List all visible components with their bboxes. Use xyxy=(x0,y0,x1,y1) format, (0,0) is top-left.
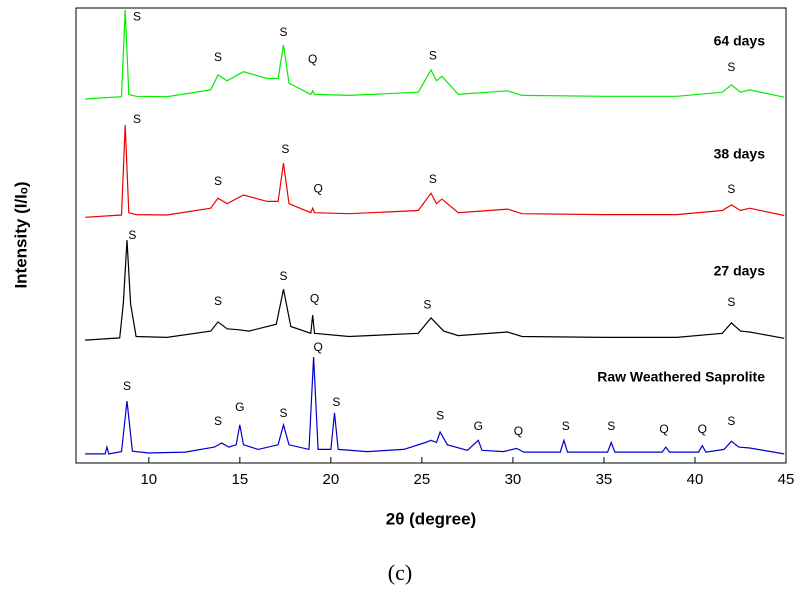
x-tick-label: 45 xyxy=(778,471,795,488)
peak-label: S xyxy=(214,50,222,64)
xrd-trace xyxy=(85,9,785,100)
peak-label: S xyxy=(214,174,222,188)
x-tick-label: 40 xyxy=(687,471,704,488)
peak-label: S xyxy=(423,297,431,311)
x-axis-label: 2θ (degree) xyxy=(386,509,476,528)
peak-label: S xyxy=(727,295,735,309)
peak-label: Q xyxy=(310,291,319,305)
peak-label: S xyxy=(281,142,289,156)
series-label: 64 days xyxy=(714,33,766,49)
peak-label: S xyxy=(280,25,288,39)
xrd-trace xyxy=(85,124,785,218)
x-tick-label: 10 xyxy=(140,471,157,488)
xrd-trace xyxy=(85,240,785,341)
peak-label: S xyxy=(562,419,570,433)
y-axis-label: Intensity (I/Iₒ) xyxy=(11,181,30,288)
peak-label: S xyxy=(436,408,444,422)
peak-label: G xyxy=(235,400,244,414)
x-tick-label: 20 xyxy=(323,471,340,488)
peak-label: S xyxy=(727,182,735,196)
series-label: 38 days xyxy=(714,146,766,162)
peak-label: S xyxy=(429,48,437,62)
peak-label: S xyxy=(607,419,615,433)
peak-label: S xyxy=(123,379,131,393)
x-tick-label: 35 xyxy=(596,471,613,488)
peak-label: Q xyxy=(514,424,523,438)
plot-frame xyxy=(75,7,787,464)
peak-label: S xyxy=(133,112,141,126)
x-tick-label: 15 xyxy=(232,471,249,488)
xrd-trace xyxy=(85,356,785,455)
peak-label: S xyxy=(280,406,288,420)
x-tick-label: 25 xyxy=(414,471,431,488)
series-label: 27 days xyxy=(714,263,766,279)
peak-label: S xyxy=(214,294,222,308)
peak-label: Q xyxy=(313,181,322,195)
peak-label: S xyxy=(214,414,222,428)
series-label: Raw Weathered Saprolite xyxy=(597,369,765,385)
x-tick-label: 30 xyxy=(505,471,522,488)
peak-label: S xyxy=(332,395,340,409)
peak-label: Q xyxy=(308,52,317,66)
peak-label: Q xyxy=(698,422,707,436)
peak-label: S xyxy=(128,228,136,242)
peak-label: Q xyxy=(313,340,322,354)
peak-label: S xyxy=(727,60,735,74)
peak-label: G xyxy=(474,419,483,433)
peak-label: S xyxy=(280,269,288,283)
caption: (c) xyxy=(388,560,412,585)
peak-label: Q xyxy=(659,422,668,436)
peak-label: S xyxy=(727,414,735,428)
peak-label: S xyxy=(133,9,141,23)
peak-label: S xyxy=(429,172,437,186)
